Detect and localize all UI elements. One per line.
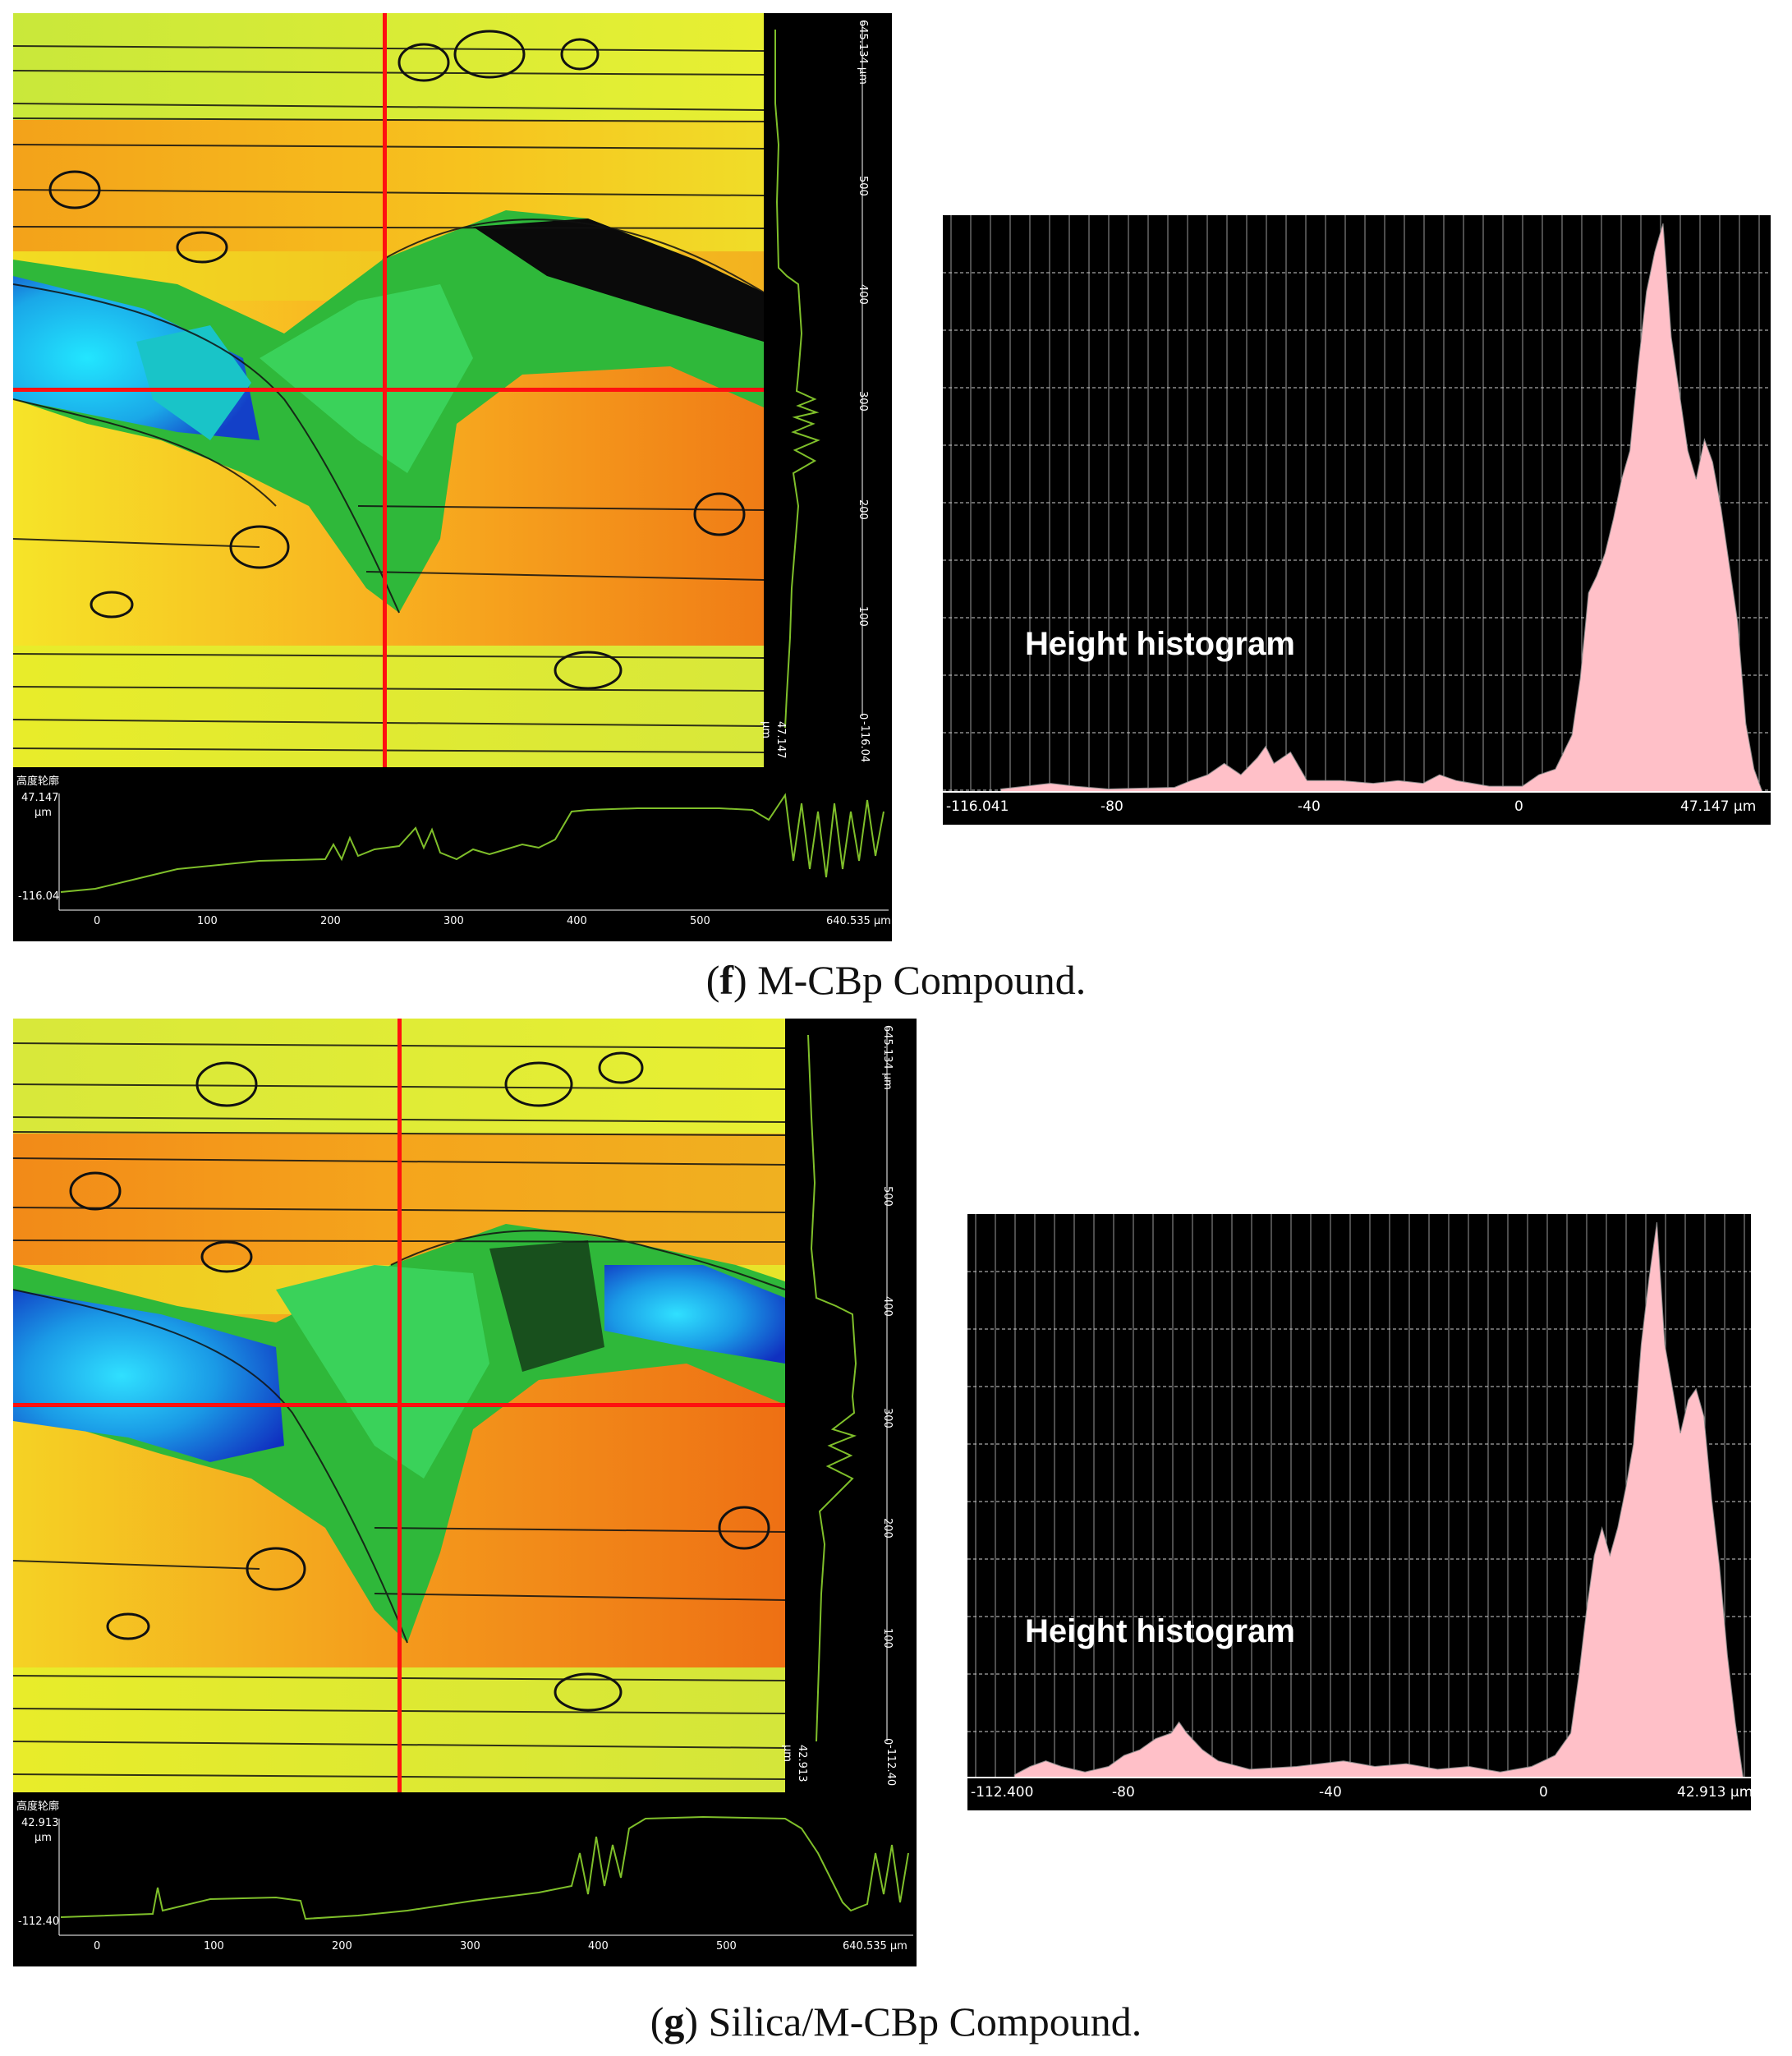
figure-f-side-min-label: -116.04: [858, 721, 871, 763]
figure-f-side-axis-top: 645.134 μm: [857, 20, 869, 85]
figure-g-side-tick: 300: [881, 1408, 894, 1428]
figure-g-histogram: Height histogram -112.400 -80 -40 0 42.9…: [967, 1214, 1753, 1810]
figure-g-bottom-ylabel-top: 42.913: [21, 1817, 59, 1829]
figure-f-histogram-xtick: 47.147 μm: [1680, 798, 1757, 815]
figure-g-bottom-tick: 400: [588, 1940, 609, 1953]
figure-g-histogram-xtick: -80: [1112, 1784, 1135, 1801]
figure-g-caption: (g) Silica/M-CBp Compound.: [650, 1999, 1142, 2045]
figure-f-side-tick: 100: [857, 606, 869, 627]
figure-g-side-profile: 645.134 μm 500 400 300 200 100 0 -112.40…: [781, 1019, 917, 1792]
figure-f-histogram-xtick: -80: [1100, 798, 1123, 815]
figure-g-bottom-tick: 500: [716, 1940, 737, 1953]
figure-f-crosshair-horizontal: [13, 388, 764, 392]
figure-g-side-max-label: 42.913: [796, 1745, 808, 1782]
figure-g-crosshair-horizontal: [13, 1403, 785, 1407]
figure-g-histogram-label: Height histogram: [1025, 1613, 1295, 1649]
figure-f-bottom-tick: 200: [320, 915, 341, 927]
figure-f-side-tick: 200: [857, 499, 869, 520]
figure-g-profile-title: 高度轮廓: [16, 1801, 60, 1813]
figure-f-side-tick: 500: [857, 176, 869, 196]
figure-g-bottom-ylabel-bottom: -112.40: [18, 1916, 60, 1928]
figure-f-bottom-ylabel-unit: μm: [34, 807, 52, 819]
figure-f-bottom-ylabel-bottom: -116.04: [18, 890, 60, 903]
figure-f-bottom-tick: 100: [197, 915, 218, 927]
figure-g-bottom-tick: 100: [204, 1940, 224, 1953]
figure-f-bottom-tick: 0: [94, 915, 101, 927]
figure-g-bottom-profile: 高度轮廓 42.913 μm -112.40 0 100 200 300 400…: [13, 1796, 917, 1966]
figure-g-side-tick: 100: [881, 1628, 894, 1649]
figure-g-histogram-xtick: 42.913 μm: [1677, 1784, 1753, 1801]
histogram-distribution: [1000, 223, 1763, 793]
figure-f-side-unit: μm: [760, 721, 772, 738]
figure-f-caption-letter: f: [719, 957, 734, 1003]
figure-g-histogram-xtick: -40: [1319, 1784, 1342, 1801]
figure-g-histogram-xtick: -112.400: [971, 1784, 1034, 1801]
figure-f-side-max-label: 47.147: [774, 721, 787, 759]
histogram-distribution: [1013, 1221, 1744, 1778]
figure-f-caption-text: M-CBp Compound.: [757, 957, 1087, 1003]
figure-g-bottom-ylabel-unit: μm: [34, 1832, 52, 1844]
figure-g-side-tick: 500: [881, 1186, 894, 1207]
figure-f-height-map: [13, 13, 764, 767]
figure-f-bottom-tick: 640.535 μm: [826, 915, 891, 927]
figure-f-side-tick: 300: [857, 391, 869, 412]
figure-f-histogram-xtick: 0: [1514, 798, 1523, 815]
figure-g-side-tick: 400: [881, 1296, 894, 1317]
figure-g-caption-text: Silica/M-CBp Compound.: [708, 1999, 1142, 2045]
figure-f-histogram-xtick: -116.041: [946, 798, 1009, 815]
figure-g-bottom-tick: 200: [332, 1940, 352, 1953]
figure-f-bottom-tick: 500: [690, 915, 710, 927]
figure-g-side-min-label: -112.40: [885, 1745, 897, 1787]
figure-f-histogram-label: Height histogram: [1025, 626, 1295, 662]
figure-f-bottom-ylabel-top: 47.147: [21, 792, 59, 804]
figure-f-side-tick: 400: [857, 284, 869, 305]
figure-f-caption: (f) M-CBp Compound.: [705, 957, 1087, 1003]
figure-g-histogram-xtick: 0: [1539, 1784, 1548, 1801]
figure-g-bottom-tick: 640.535 μm: [843, 1940, 907, 1953]
figure-f-profile-title: 高度轮廓: [16, 775, 60, 788]
figure-f-histogram-xtick: -40: [1298, 798, 1321, 815]
figure-g-side-tick: 200: [881, 1518, 894, 1539]
figure-f-bottom-tick: 400: [567, 915, 587, 927]
figure-g-side-unit: μm: [781, 1745, 793, 1762]
figure-f-histogram: Height histogram -116.041 -80 -40 0 47.1…: [943, 215, 1771, 825]
figure-f-bottom-tick: 300: [443, 915, 464, 927]
figure-f-bottom-profile: 高度轮廓 47.147 μm -116.04 0 100 200 300 400…: [13, 770, 892, 941]
figure-f-side-profile: 645.134 μm 500 400 300 200 100 0 -116.04…: [760, 13, 892, 767]
figure-g-bottom-tick: 0: [94, 1940, 101, 1953]
figure-f-side-tick: 0: [857, 713, 869, 720]
figure-g-side-axis-top: 645.134 μm: [881, 1025, 894, 1090]
figure-g-caption-letter: g: [664, 1999, 685, 2045]
figure-g-bottom-tick: 300: [460, 1940, 480, 1953]
